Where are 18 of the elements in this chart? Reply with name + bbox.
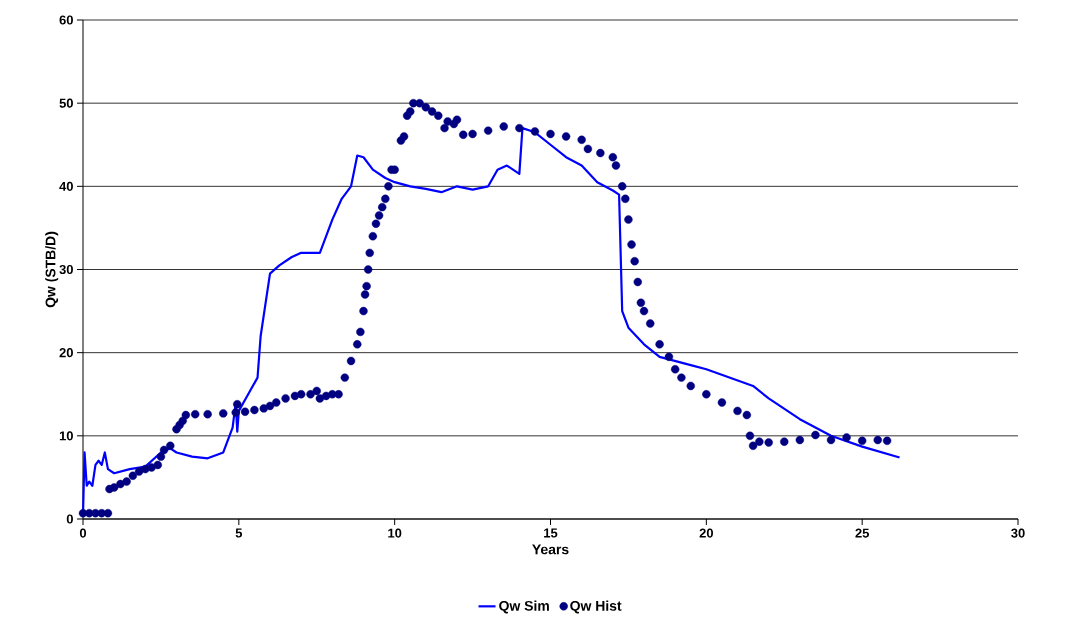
y-tick-label: 20 bbox=[59, 348, 73, 358]
x-tick-label: 10 bbox=[388, 528, 402, 538]
x-tick-label: 5 bbox=[235, 528, 243, 538]
y-tick-label: 10 bbox=[59, 431, 73, 441]
y-tick-label: 50 bbox=[59, 98, 73, 108]
x-tick-label: 20 bbox=[699, 528, 714, 538]
y-tick-label: 0 bbox=[66, 514, 73, 524]
x-tick-label: 15 bbox=[544, 528, 558, 538]
y-tick-label: 40 bbox=[59, 181, 73, 191]
x-tick-label: 25 bbox=[855, 528, 870, 538]
legend-label: Qw Hist bbox=[570, 600, 622, 614]
x-axis-title: Years bbox=[532, 544, 569, 555]
y-tick-label: 30 bbox=[59, 264, 73, 275]
x-tick-label: 30 bbox=[1011, 528, 1025, 538]
y-axis-title: Qw (STB/D) bbox=[45, 231, 59, 308]
x-tick-label: 0 bbox=[79, 528, 87, 538]
legend-label: Qw Sim bbox=[499, 600, 549, 614]
y-tick-label: 60 bbox=[59, 15, 73, 25]
